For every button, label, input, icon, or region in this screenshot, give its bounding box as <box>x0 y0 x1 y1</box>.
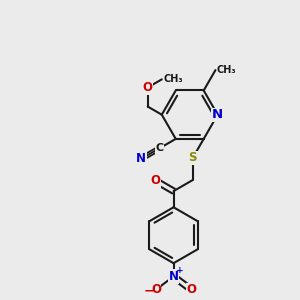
Text: N: N <box>136 152 146 165</box>
Text: N: N <box>212 108 223 121</box>
Text: CH₃: CH₃ <box>163 74 183 84</box>
Text: O: O <box>143 81 153 94</box>
Text: O: O <box>186 283 196 296</box>
Text: O: O <box>151 283 161 296</box>
Text: S: S <box>188 152 197 164</box>
Text: −: − <box>144 285 155 298</box>
Text: CH₃: CH₃ <box>217 65 237 75</box>
Text: N: N <box>169 270 178 283</box>
Text: +: + <box>176 266 183 275</box>
Text: O: O <box>151 174 161 187</box>
Text: C: C <box>155 143 163 153</box>
